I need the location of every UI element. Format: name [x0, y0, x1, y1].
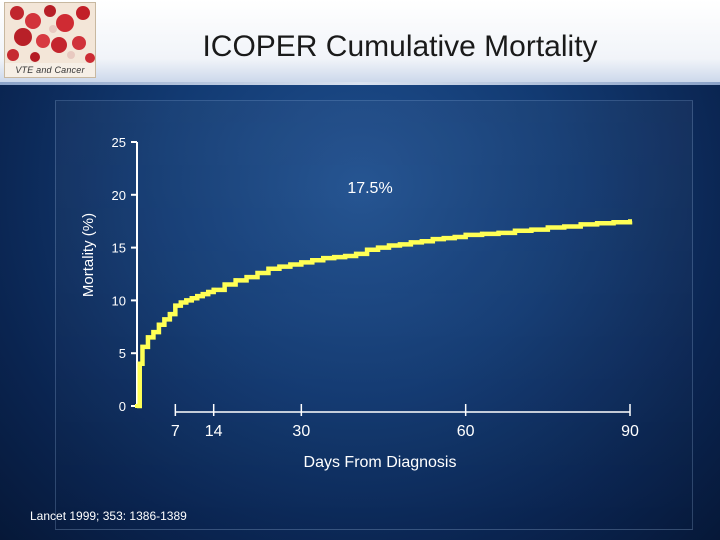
data-point: [156, 322, 161, 327]
data-point: [376, 245, 381, 250]
data-point: [529, 227, 534, 232]
data-point: [441, 236, 446, 241]
x-tick-label: 7: [171, 423, 180, 440]
data-point: [480, 231, 485, 236]
data-point: [244, 275, 249, 280]
data-point: [145, 335, 150, 340]
x-tick-label: 60: [457, 423, 475, 440]
data-point: [628, 219, 632, 224]
data-point: [430, 237, 435, 242]
data-point: [288, 262, 293, 267]
data-point: [277, 264, 282, 269]
data-point: [140, 344, 145, 349]
data-point: [562, 224, 567, 229]
logo-caption: VTE and Cancer: [15, 65, 85, 75]
data-point: [463, 232, 468, 237]
header-divider: [0, 82, 720, 85]
y-tick-label: 0: [119, 399, 126, 414]
data-point: [452, 235, 457, 240]
data-point: [419, 239, 424, 244]
data-point: [496, 230, 501, 235]
data-point: [200, 292, 205, 297]
data-point: [233, 278, 238, 283]
blood-cells-icon: [5, 3, 95, 63]
y-axis-label: Mortality (%): [80, 213, 97, 297]
x-tick-label: 30: [292, 423, 310, 440]
data-point: [397, 242, 402, 247]
y-tick-label: 25: [112, 135, 126, 150]
final-mortality-annotation: 17.5%: [347, 180, 392, 197]
data-point: [189, 296, 194, 301]
data-point: [211, 287, 216, 292]
source-citation: Lancet 1999; 353: 1386-1389: [30, 509, 187, 523]
x-axis-label: Days From Diagnosis: [304, 454, 457, 471]
x-tick-label: 14: [205, 423, 223, 440]
data-point: [137, 361, 142, 366]
data-point: [408, 240, 413, 245]
data-point: [354, 251, 359, 256]
data-point: [222, 282, 227, 287]
data-point: [151, 330, 156, 335]
data-point: [173, 303, 178, 308]
data-point: [595, 221, 600, 226]
chart-frame: [55, 100, 693, 530]
data-point: [343, 254, 348, 259]
data-point: [266, 266, 271, 271]
data-point: [365, 247, 370, 252]
data-point: [578, 222, 583, 227]
data-point: [162, 317, 167, 322]
data-point: [332, 255, 337, 260]
data-point: [184, 298, 189, 303]
page-title: ICOPER Cumulative Mortality: [202, 30, 598, 63]
x-tick-label: 90: [621, 423, 639, 440]
data-point: [255, 270, 260, 275]
data-point: [512, 228, 517, 233]
data-point: [321, 256, 326, 261]
data-point: [135, 404, 139, 408]
data-point: [178, 300, 183, 305]
data-point: [611, 220, 616, 225]
data-point: [310, 258, 315, 263]
data-point: [299, 260, 304, 265]
data-point: [167, 312, 172, 317]
data-point: [206, 289, 211, 294]
data-point: [386, 243, 391, 248]
data-point: [545, 225, 550, 230]
vte-cancer-logo: VTE and Cancer: [4, 2, 96, 78]
data-point: [195, 294, 200, 299]
header-band: [0, 0, 720, 84]
y-tick-label: 15: [112, 241, 126, 256]
survival-curve: [137, 220, 633, 409]
y-tick-label: 5: [119, 346, 126, 361]
y-tick-label: 10: [112, 293, 126, 308]
y-tick-label: 20: [112, 188, 126, 203]
